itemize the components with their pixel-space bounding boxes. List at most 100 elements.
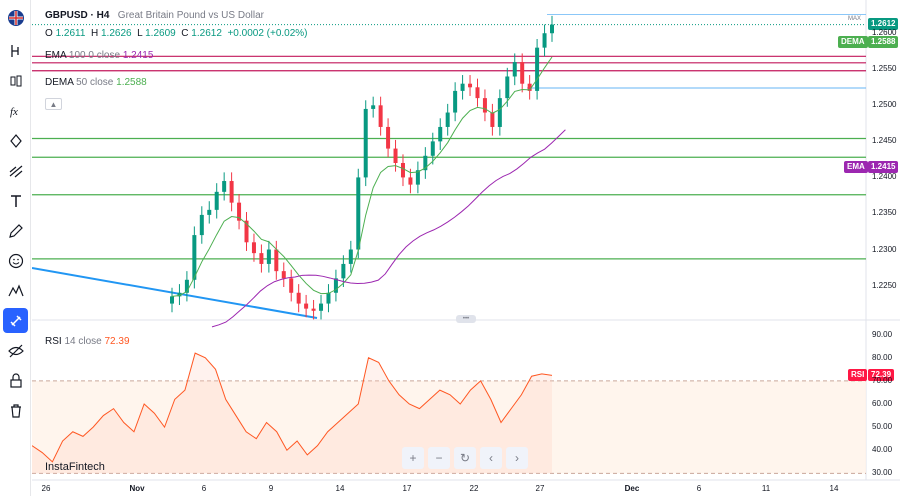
candle-body: [274, 249, 279, 272]
chart-area[interactable]: [32, 0, 900, 496]
candle-body: [490, 112, 495, 127]
low-value: 1.2609: [145, 28, 176, 39]
pattern-icon[interactable]: [3, 128, 28, 153]
candle-body: [363, 108, 368, 178]
ema-tag: EMA: [844, 161, 868, 173]
svg-text:fx: fx: [10, 106, 18, 118]
candle-body: [438, 126, 443, 142]
trend-line-icon[interactable]: [3, 68, 28, 93]
rsi-legend[interactable]: RSI 14 close 72.39: [45, 336, 130, 347]
fib-icon[interactable]: fx: [3, 98, 28, 123]
zoom-out-button[interactable]: −: [428, 447, 450, 469]
dema-line: [171, 56, 553, 297]
reset-view-button[interactable]: ↻: [454, 447, 476, 469]
rsi-tick-label: 90.00: [872, 329, 893, 339]
candle-body: [423, 155, 428, 171]
candle-body: [192, 235, 197, 280]
hide-icon[interactable]: [3, 338, 28, 363]
rsi-tick-label: 40.00: [872, 445, 893, 455]
candle-body: [505, 76, 510, 99]
candle-body: [550, 24, 554, 34]
time-tick-label: Dec: [624, 484, 640, 493]
candle-body: [475, 87, 480, 99]
drawing-toolbar: fx: [0, 0, 31, 496]
candle-body: [542, 33, 547, 48]
lock-icon[interactable]: [3, 368, 28, 393]
candle-body: [520, 62, 525, 84]
candle-body: [468, 83, 473, 88]
symbol-description: Great Britain Pound vs US Dollar: [117, 10, 264, 21]
symbol-legend[interactable]: GBPUSD · H4 Great Britain Pound vs US Do…: [45, 10, 264, 21]
time-tick-label: 6: [696, 484, 702, 493]
high-value: 1.2626: [100, 28, 132, 39]
ema-line: [211, 129, 566, 328]
candle-body: [497, 98, 502, 127]
high-label: H: [90, 28, 99, 39]
open-value: 1.2611: [55, 28, 86, 39]
ema-params: 100 0 close: [68, 50, 121, 61]
pane-resize-handle[interactable]: •••: [456, 315, 476, 323]
crosshair-icon[interactable]: [3, 38, 28, 63]
ruler-icon[interactable]: [3, 278, 28, 303]
candle-body: [512, 62, 517, 77]
rsi-value: 72.39: [104, 336, 130, 347]
candle-body: [184, 279, 189, 293]
candle-body: [535, 47, 540, 91]
magnet-icon[interactable]: [3, 308, 28, 333]
time-tick-label: Nov: [129, 484, 145, 493]
time-tick-label: 27: [535, 484, 545, 493]
ema-tag-name: EMA: [847, 162, 865, 171]
time-tick-label: 11: [761, 484, 771, 493]
candle-body: [371, 105, 376, 109]
dema-tag-value: 1.2588: [868, 36, 899, 48]
symbol-title[interactable]: GBPUSD · H4: [45, 10, 110, 21]
price-tick-label: 1.2500: [872, 100, 897, 110]
scroll-right-button[interactable]: ›: [506, 447, 528, 469]
candle-body: [319, 303, 324, 311]
collapse-legend-button[interactable]: ▲: [45, 98, 62, 110]
rsi-name: RSI: [45, 336, 62, 347]
text-icon[interactable]: [3, 188, 28, 213]
dema-value: 1.2588: [116, 77, 147, 88]
ema-tag-value: 1.2415: [868, 161, 899, 173]
chevron-up-icon: ▲: [49, 99, 58, 109]
candle-body: [333, 278, 338, 293]
time-tick-label: 6: [201, 484, 207, 493]
candle-body: [453, 90, 458, 113]
flag-uk-icon[interactable]: [3, 5, 28, 30]
forecast-icon[interactable]: [3, 158, 28, 183]
dema-params: 50 close: [76, 77, 114, 88]
candle-body: [341, 263, 346, 279]
candle-body: [251, 242, 256, 254]
price-tick-label: 1.2550: [872, 64, 897, 74]
dema-tag: DEMA: [838, 36, 868, 48]
rsi-area: [32, 353, 552, 474]
candle-body: [214, 191, 219, 210]
close-value: 1.2612: [191, 28, 222, 39]
candle-body: [482, 98, 487, 113]
time-tick-label: 26: [41, 484, 51, 493]
price-tick-label: 1.2450: [872, 136, 897, 146]
candle-body: [460, 83, 465, 91]
rsi-tick-label: 80.00: [872, 352, 893, 362]
dema-legend[interactable]: DEMA 50 close 1.2588: [45, 77, 147, 88]
emoji-icon[interactable]: [3, 248, 28, 273]
candle-body: [244, 220, 249, 243]
time-tick-label: 22: [469, 484, 479, 493]
price-tick-label: 1.2300: [872, 244, 897, 254]
price-chart[interactable]: [32, 0, 900, 496]
time-tick-label: 14: [829, 484, 839, 493]
trash-icon[interactable]: [3, 398, 28, 423]
ema-legend[interactable]: EMA 100 0 close 1.2415: [45, 50, 153, 61]
ohlc-legend: O 1.2611 H 1.2626 L 1.2609 C 1.2612 +0.0…: [45, 28, 308, 39]
candle-body: [527, 83, 532, 91]
brush-icon[interactable]: [3, 218, 28, 243]
dema-tag-name: DEMA: [841, 37, 865, 46]
zoom-in-button[interactable]: +: [402, 447, 424, 469]
scroll-left-button[interactable]: ‹: [480, 447, 502, 469]
rsi-tag-name: RSI: [851, 370, 865, 379]
low-label: L: [137, 28, 143, 39]
candle-body: [296, 292, 301, 304]
max-label: MAX: [848, 16, 862, 22]
